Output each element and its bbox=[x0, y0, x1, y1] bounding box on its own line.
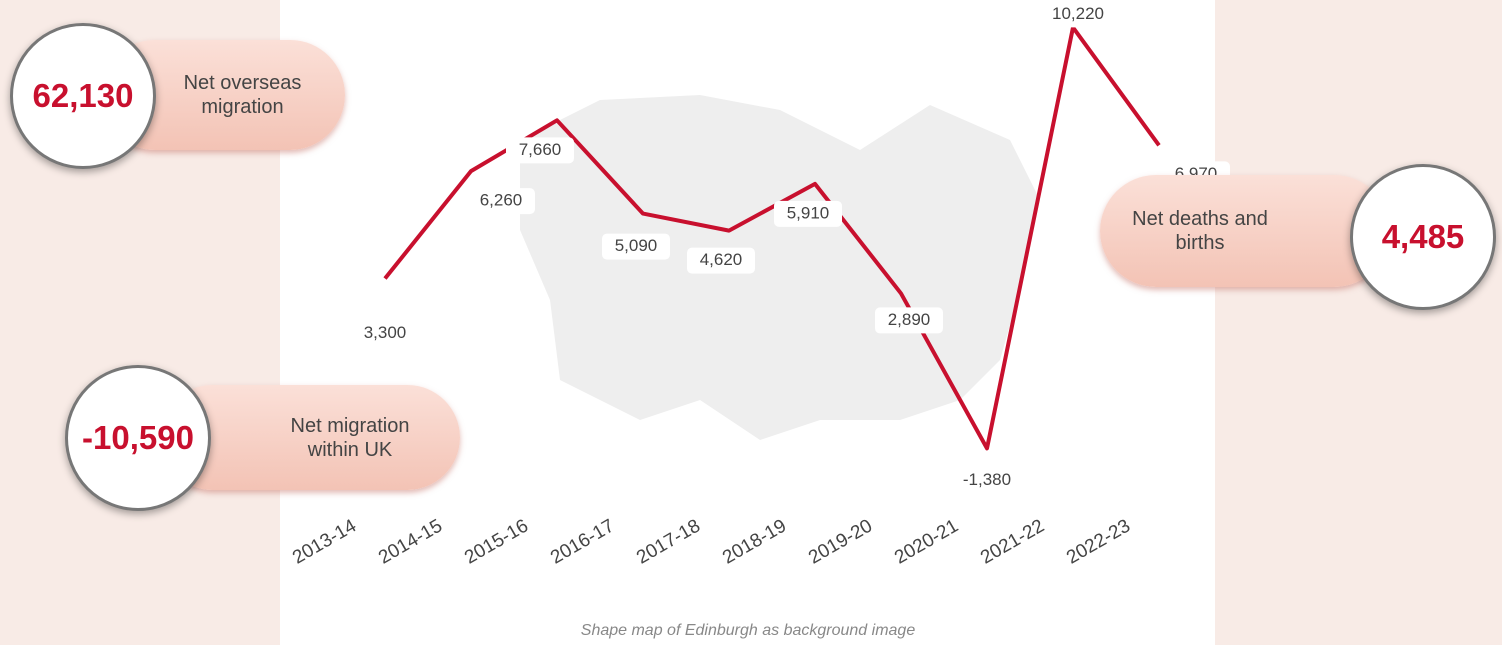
caption: Shape map of Edinburgh as background ima… bbox=[581, 622, 916, 639]
label-box bbox=[953, 467, 1021, 494]
callout-label: Net deaths and births bbox=[1132, 208, 1268, 254]
data-label: 5,090 bbox=[615, 236, 658, 255]
data-label: 4,620 bbox=[700, 250, 743, 269]
callout-label: Net overseas migration bbox=[183, 72, 302, 118]
label-box bbox=[774, 200, 842, 227]
callout-pill: Net deaths and births bbox=[1100, 175, 1390, 287]
label-box bbox=[1044, 1, 1112, 28]
data-label: 3,300 bbox=[364, 323, 407, 342]
label-box bbox=[687, 247, 755, 274]
map-shape bbox=[520, 95, 1040, 440]
data-label: 6,260 bbox=[480, 191, 523, 210]
data-label: 7,660 bbox=[519, 140, 562, 159]
label-box bbox=[351, 320, 419, 347]
label-box bbox=[506, 137, 574, 164]
callout-label: Net migration within UK bbox=[290, 414, 410, 461]
callout-value: 4,485 bbox=[1350, 164, 1496, 310]
data-label: 5,910 bbox=[787, 203, 830, 222]
label-box bbox=[467, 188, 535, 215]
label-box bbox=[875, 307, 943, 334]
callout-value: 62,130 bbox=[10, 23, 156, 169]
label-box bbox=[602, 233, 670, 260]
callout-value: -10,590 bbox=[65, 365, 211, 511]
data-label: 10,220 bbox=[1052, 4, 1104, 23]
data-label: -1,380 bbox=[963, 470, 1011, 489]
data-label: 2,890 bbox=[888, 310, 931, 329]
